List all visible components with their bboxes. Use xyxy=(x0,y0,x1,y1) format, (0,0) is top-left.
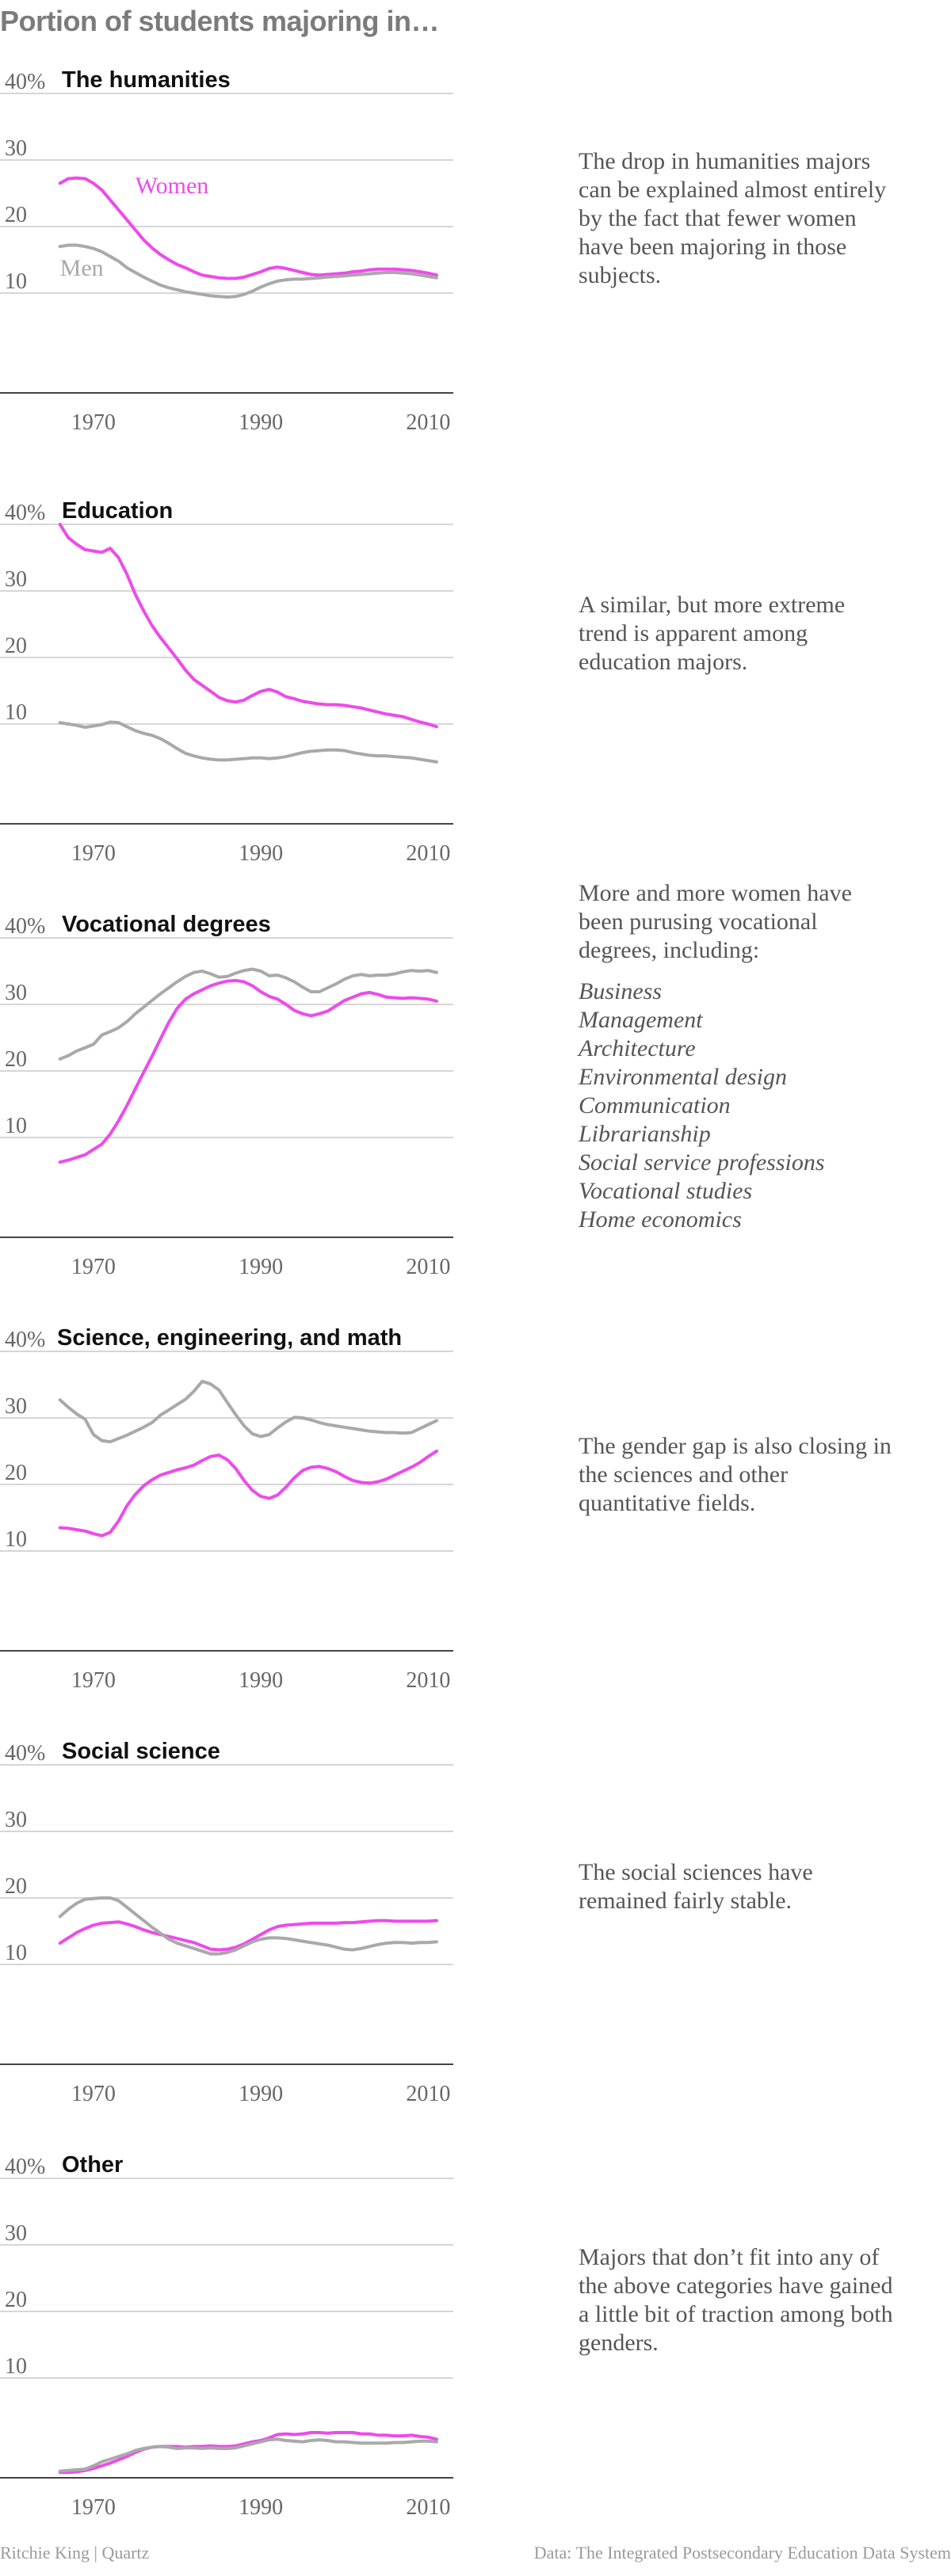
description-text: The drop in humanities majors can be exp… xyxy=(579,148,887,288)
chart-panel: 10 20 30 40% Education 1970 1990 2010 xyxy=(0,498,453,866)
y-tick-label: 20 xyxy=(5,203,27,227)
x-tick-label: 1970 xyxy=(71,1255,116,1279)
y-tick-label: 10 xyxy=(5,269,27,294)
panel-title: Education xyxy=(62,498,173,524)
chart-panel: 10 20 30 40% Other 1970 1990 2010 xyxy=(0,2152,453,2520)
x-tick-label: 2010 xyxy=(406,410,450,435)
series-line-men xyxy=(58,1896,438,1956)
y-tick-label: 30 xyxy=(5,981,27,1005)
series-line-men xyxy=(58,967,438,1061)
series-line-men xyxy=(58,2437,438,2473)
y-tick-label: 40% xyxy=(5,1328,45,1352)
x-tick-label: 1990 xyxy=(239,2495,283,2520)
series-label-women: Women xyxy=(136,173,209,199)
description-text: Majors that don’t fit into any of the ab… xyxy=(579,2244,893,2356)
y-tick-label: 20 xyxy=(5,1874,27,1899)
credit: Ritchie King | Quartz xyxy=(0,2543,150,2563)
chart-panel: 10 20 30 40% Social science 1970 1990 2010 xyxy=(0,1739,453,2106)
y-tick-label: 40% xyxy=(5,2155,45,2179)
series-line-women xyxy=(58,2430,438,2475)
y-tick-label: 40% xyxy=(5,914,45,939)
y-tick-label: 30 xyxy=(5,1808,27,1832)
series-line-women xyxy=(58,978,438,1164)
y-tick-label: 10 xyxy=(5,1941,27,1965)
series-line-women xyxy=(58,523,438,729)
series-line-women xyxy=(58,1450,438,1538)
y-tick-label: 40% xyxy=(5,1741,45,1766)
panel-title: Other xyxy=(62,2152,123,2178)
page-title: Portion of students majoring in… xyxy=(0,5,440,37)
x-tick-label: 1970 xyxy=(71,841,116,866)
series-line-men xyxy=(58,243,438,299)
panel-description: A similar, but more extreme trend is app… xyxy=(579,591,896,676)
y-tick-label: 20 xyxy=(5,1047,27,1072)
list-item: Business xyxy=(579,978,662,1004)
x-tick-label: 2010 xyxy=(406,841,450,866)
y-tick-label: 10 xyxy=(5,1114,27,1138)
panel-description: Majors that don’t fit into any of the ab… xyxy=(579,2243,896,2357)
x-tick-label: 2010 xyxy=(406,1668,450,1693)
x-tick-label: 2010 xyxy=(406,2495,450,2520)
y-tick-label: 40% xyxy=(5,501,45,525)
x-tick-label: 1970 xyxy=(71,410,116,435)
panel-description: More and more women have been purusing v… xyxy=(579,879,896,1234)
y-tick-label: 10 xyxy=(5,2354,27,2379)
list-item: Communication xyxy=(579,1092,731,1118)
chart-panel: 10 20 30 40% Vocational degrees 1970 1990 2010 xyxy=(0,912,453,1279)
list-item: Management xyxy=(579,1007,703,1033)
list-item: Social service professions xyxy=(579,1149,825,1176)
description-text: A similar, but more extreme trend is app… xyxy=(579,592,846,675)
y-tick-label: 10 xyxy=(5,1527,27,1552)
panel-description: The gender gap is also closing in the sc… xyxy=(579,1432,896,1518)
x-tick-label: 1990 xyxy=(239,2082,283,2106)
list-item: Home economics xyxy=(579,1206,742,1233)
series-line-men xyxy=(58,1379,438,1444)
list-item: Environmental design xyxy=(579,1064,788,1090)
panel-title: Social science xyxy=(62,1739,220,1764)
panel-title: Science, engineering, and math xyxy=(57,1325,402,1351)
y-tick-label: 30 xyxy=(5,1394,27,1419)
y-tick-label: 30 xyxy=(5,136,27,161)
x-tick-label: 1970 xyxy=(71,2495,116,2520)
panel-description: The drop in humanities majors can be exp… xyxy=(579,147,896,290)
description-text: The gender gap is also closing in the sc… xyxy=(579,1433,892,1516)
x-tick-label: 1990 xyxy=(239,1668,283,1693)
panel-title: The humanities xyxy=(62,67,231,93)
panel-description: The social sciences have remained fairly… xyxy=(579,1858,896,1915)
series-line-women xyxy=(58,1919,438,1952)
y-tick-label: 10 xyxy=(5,700,27,725)
x-tick-label: 1990 xyxy=(239,410,283,435)
x-tick-label: 2010 xyxy=(406,2082,450,2106)
chart-panel: 10 20 30 40% The humanities 1970 1990 2010 Women… xyxy=(0,67,453,435)
x-tick-label: 1990 xyxy=(239,1255,283,1279)
x-tick-label: 1970 xyxy=(71,2082,116,2106)
description-text: The social sciences have remained fairly… xyxy=(579,1859,813,1914)
description-text: More and more women have been purusing v… xyxy=(579,880,852,963)
x-tick-label: 1970 xyxy=(71,1668,116,1693)
panel-title: Vocational degrees xyxy=(62,912,271,937)
series-line-women xyxy=(58,176,438,280)
series-line-men xyxy=(58,720,438,764)
chart-panel: 10 20 30 40% Science, engineering, and math 1… xyxy=(0,1325,453,1693)
x-tick-label: 2010 xyxy=(406,1255,450,1279)
y-tick-label: 20 xyxy=(5,1461,27,1485)
data-source: Data: The Integrated Postsecondary Educa… xyxy=(533,2543,951,2563)
y-tick-label: 20 xyxy=(5,634,27,658)
x-tick-label: 1990 xyxy=(239,841,283,866)
y-tick-label: 40% xyxy=(5,70,45,94)
y-tick-label: 30 xyxy=(5,567,27,592)
list-item: Librarianship xyxy=(579,1121,711,1147)
y-tick-label: 30 xyxy=(5,2221,27,2246)
list-item: Architecture xyxy=(579,1035,696,1061)
y-tick-label: 20 xyxy=(5,2288,27,2312)
series-label-men: Men xyxy=(60,255,104,281)
vocational-list: Business Management Architecture Environ… xyxy=(579,977,896,1234)
list-item: Vocational studies xyxy=(579,1178,753,1204)
